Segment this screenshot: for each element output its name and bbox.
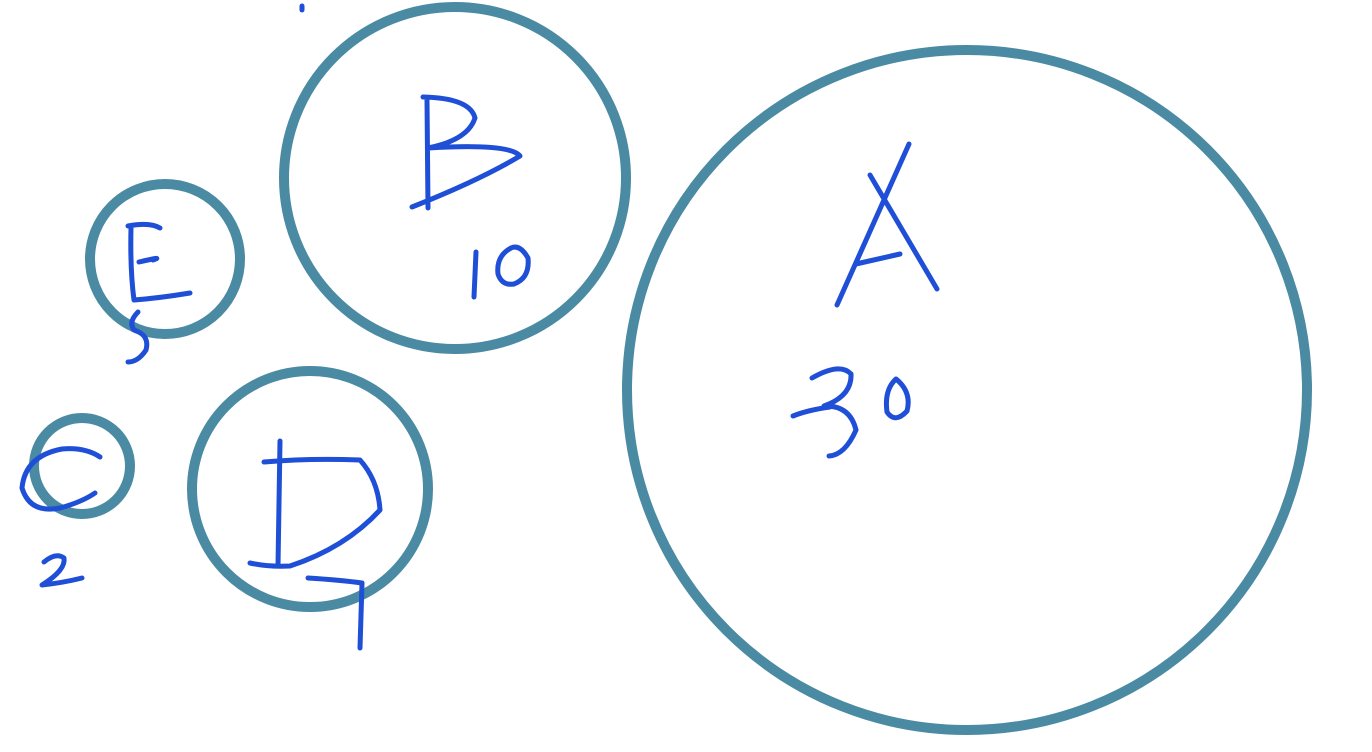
circle-c xyxy=(29,413,135,519)
handwritten-value-c xyxy=(39,553,85,588)
circle-group-d: D 7 xyxy=(187,366,433,651)
handwritten-value-b xyxy=(471,244,531,300)
handwritten-value-a xyxy=(790,366,911,459)
circle-e xyxy=(85,179,245,339)
handwritten-label-e xyxy=(125,221,193,303)
handwritten-value-d xyxy=(305,575,365,651)
circle-group-b: B 10 xyxy=(279,2,631,354)
handwritten-label-b xyxy=(409,94,523,211)
circle-b xyxy=(279,2,631,354)
circle-group-e: E 5 xyxy=(85,179,245,365)
handwritten-value-e xyxy=(125,309,150,365)
handwritten-label-c xyxy=(19,446,103,512)
circle-d xyxy=(187,366,433,612)
handwritten-label-a xyxy=(834,141,940,308)
circle-a xyxy=(622,45,1312,735)
circle-group-c: C 2 xyxy=(19,413,135,588)
handwritten-label-d xyxy=(247,438,383,569)
circle-group-a: A 30 xyxy=(622,45,1312,735)
